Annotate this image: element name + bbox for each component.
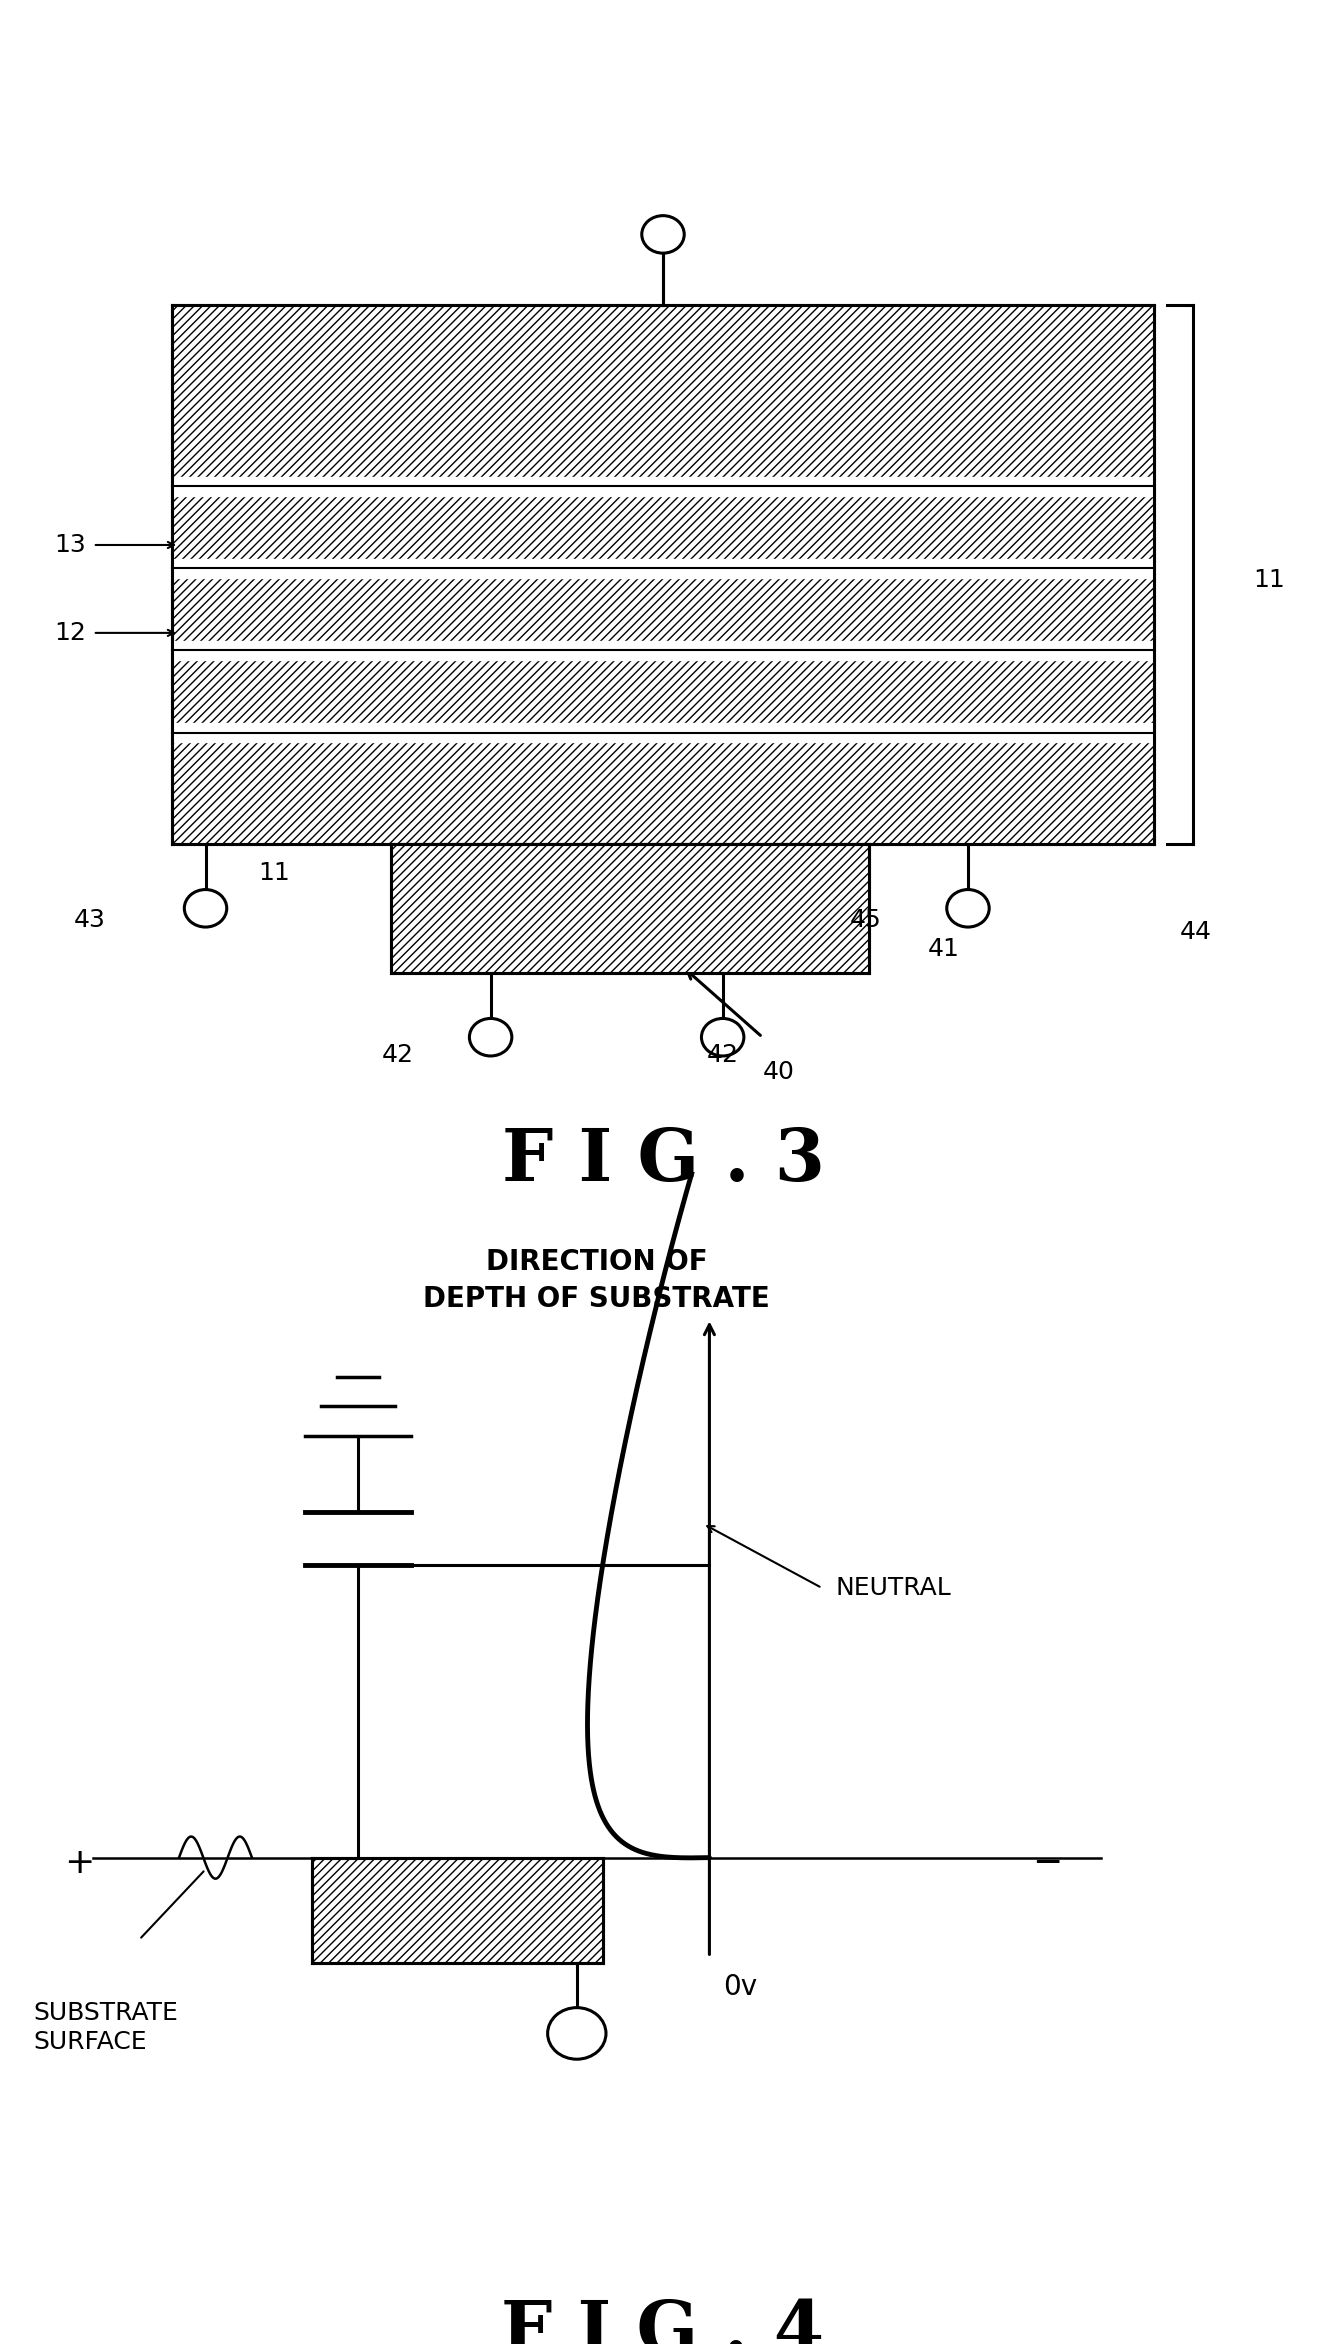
Bar	[312, 1856, 603, 1964]
Text: 13: 13	[54, 532, 86, 558]
Bar	[172, 305, 1154, 844]
Circle shape	[701, 1017, 744, 1055]
Bar	[391, 844, 869, 973]
Text: −: −	[1033, 1847, 1062, 1880]
Text: 43: 43	[74, 907, 106, 933]
Circle shape	[642, 216, 684, 253]
Circle shape	[469, 1017, 512, 1055]
Text: 44: 44	[1180, 919, 1212, 945]
Text: NEUTRAL: NEUTRAL	[835, 1575, 951, 1601]
Text: 0v: 0v	[723, 1974, 757, 1999]
Circle shape	[548, 2006, 606, 2058]
Text: 42: 42	[707, 1043, 739, 1067]
Circle shape	[947, 888, 989, 926]
Text: +: +	[65, 1847, 94, 1880]
Text: 45: 45	[850, 907, 882, 933]
Text: 40: 40	[762, 1059, 794, 1085]
Text: 12: 12	[54, 621, 86, 645]
Text: F I G . 3: F I G . 3	[501, 1125, 825, 1195]
Text: SUBSTRATE
SURFACE: SUBSTRATE SURFACE	[33, 2002, 178, 2053]
Circle shape	[184, 888, 227, 926]
Text: 41: 41	[928, 938, 960, 961]
Text: DIRECTION OF
DEPTH OF SUBSTRATE: DIRECTION OF DEPTH OF SUBSTRATE	[423, 1247, 770, 1313]
Text: 11: 11	[1253, 567, 1285, 593]
Bar	[391, 844, 869, 973]
Text: 42: 42	[382, 1043, 414, 1067]
Bar	[312, 1856, 603, 1964]
Text: F I G . 4: F I G . 4	[501, 2297, 825, 2344]
Text: 11: 11	[259, 860, 290, 886]
